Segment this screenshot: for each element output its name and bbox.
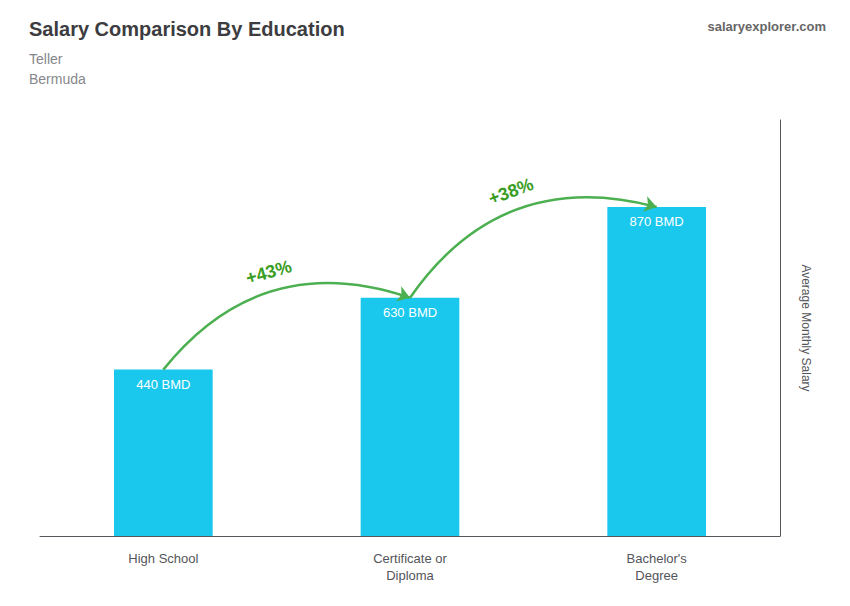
svg-text:+43%: +43% [244, 256, 294, 288]
svg-text:+38%: +38% [486, 174, 537, 209]
svg-text:High School: High School [128, 551, 198, 566]
svg-text:Certificate or: Certificate or [373, 551, 447, 566]
svg-text:Degree: Degree [635, 568, 678, 583]
svg-text:870 BMD: 870 BMD [630, 214, 684, 229]
svg-text:Bachelor's: Bachelor's [627, 551, 688, 566]
svg-text:Bermuda: Bermuda [29, 71, 86, 87]
svg-text:630 BMD: 630 BMD [383, 305, 437, 320]
svg-text:Diploma: Diploma [386, 568, 434, 583]
svg-text:Teller: Teller [29, 51, 63, 67]
svg-text:440 BMD: 440 BMD [136, 377, 190, 392]
svg-text:Average Monthly Salary: Average Monthly Salary [799, 264, 813, 391]
svg-text:Salary Comparison By Education: Salary Comparison By Education [29, 18, 345, 40]
svg-text:salaryexplorer.com: salaryexplorer.com [707, 19, 826, 34]
